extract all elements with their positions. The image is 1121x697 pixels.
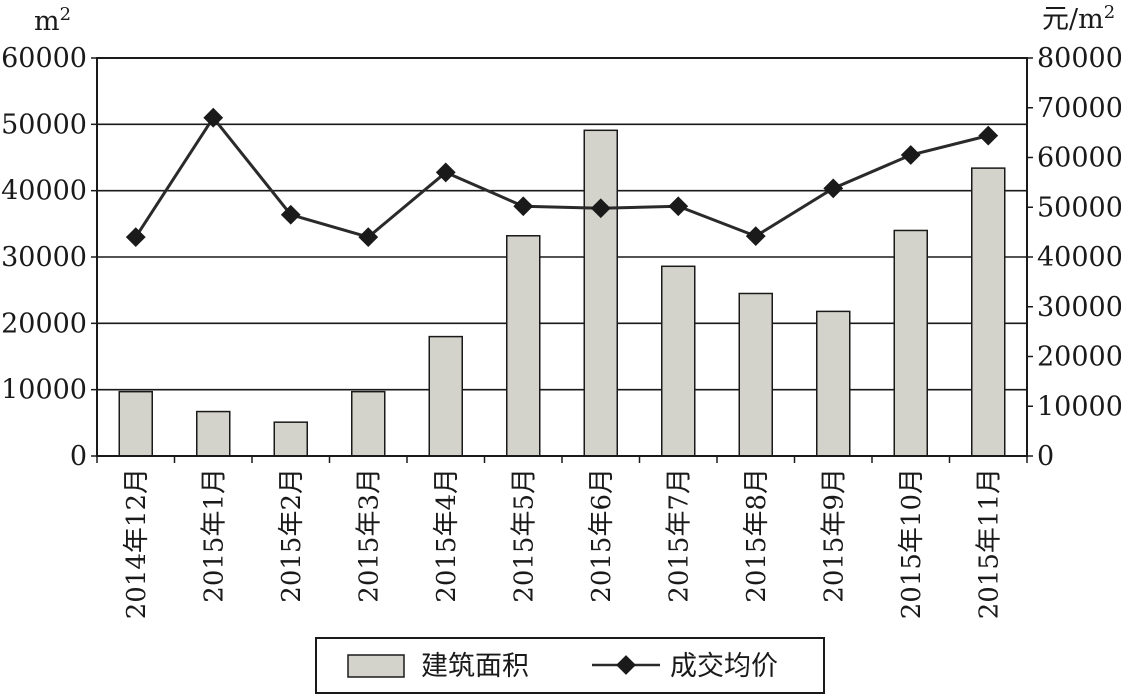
right-tick-label: 20000 — [1037, 342, 1121, 373]
x-category-label: 2015年4月 — [432, 468, 462, 603]
right-tick-label: 80000 — [1037, 43, 1121, 74]
legend-line-label: 成交均价 — [670, 651, 778, 682]
left-axis-unit: m2 — [34, 4, 71, 37]
left-tick-label: 60000 — [1, 43, 87, 74]
x-category-label: 2015年6月 — [587, 468, 617, 603]
price-marker — [745, 226, 766, 247]
price-marker — [900, 145, 921, 165]
bar — [738, 292, 773, 457]
bar — [351, 390, 386, 457]
left-tick-label: 0 — [70, 441, 87, 472]
right-tick-label: 60000 — [1037, 143, 1121, 174]
price-marker — [513, 196, 534, 217]
x-category-label: 2015年1月 — [199, 468, 229, 603]
x-category-label: 2015年8月 — [742, 468, 772, 603]
line-series — [125, 107, 999, 247]
x-category-label: 2015年3月 — [354, 468, 384, 603]
right-tick-label: 50000 — [1037, 192, 1121, 223]
bars — [118, 129, 1006, 457]
bar — [196, 410, 231, 457]
x-category-label: 2015年11月 — [974, 468, 1004, 619]
gridlines — [97, 123, 1027, 391]
right-tick-label: 30000 — [1037, 292, 1121, 323]
x-category-label: 2015年5月 — [509, 468, 539, 603]
bar — [273, 421, 308, 457]
bar — [118, 390, 153, 457]
bar — [661, 265, 696, 457]
left-tick-label: 30000 — [1, 242, 87, 273]
price-marker — [668, 196, 689, 217]
left-tick-label: 20000 — [1, 308, 87, 339]
right-tick-label: 10000 — [1037, 391, 1121, 422]
price-marker — [978, 125, 999, 146]
price-marker — [203, 107, 224, 128]
left-axis: 0 10000 20000 30000 40000 50000 60000 — [1, 43, 97, 472]
bar — [506, 235, 541, 457]
x-category-label: 2015年7月 — [664, 468, 694, 603]
x-axis: 2014年12月 2015年1月 2015年2月 2015年3月 2015年4月 2015… — [96, 456, 1028, 619]
right-tick-label: 0 — [1037, 441, 1054, 472]
x-category-label: 2015年9月 — [819, 468, 849, 603]
price-marker — [823, 178, 844, 199]
legend-box — [315, 637, 825, 694]
x-category-label: 2015年2月 — [277, 468, 307, 603]
legend-line-marker — [616, 655, 636, 675]
legend-bar-swatch — [347, 654, 405, 678]
legend: 建筑面积 成交均价 — [315, 637, 825, 694]
bar — [971, 167, 1006, 457]
left-tick-label: 10000 — [1, 375, 87, 406]
price-line — [134, 115, 989, 239]
left-tick-label: 50000 — [1, 109, 87, 140]
right-tick-label: 40000 — [1037, 242, 1121, 273]
price-marker — [280, 204, 301, 225]
right-tick-label: 70000 — [1037, 93, 1121, 124]
bar — [583, 129, 618, 457]
bar — [893, 229, 928, 457]
x-category-label: 2014年12月 — [122, 468, 152, 619]
price-marker — [435, 162, 456, 183]
left-tick-label: 40000 — [1, 176, 87, 207]
bar — [428, 335, 463, 457]
bar — [816, 310, 851, 457]
x-category-label: 2015年10月 — [897, 468, 927, 619]
legend-bar-label: 建筑面积 — [421, 651, 529, 682]
price-marker — [358, 227, 379, 247]
right-axis-unit: 元/m2 — [1042, 2, 1115, 35]
price-marker — [125, 227, 146, 247]
right-axis: 0 10000 20000 30000 40000 50000 60000 70000 8000… — [1027, 43, 1121, 472]
